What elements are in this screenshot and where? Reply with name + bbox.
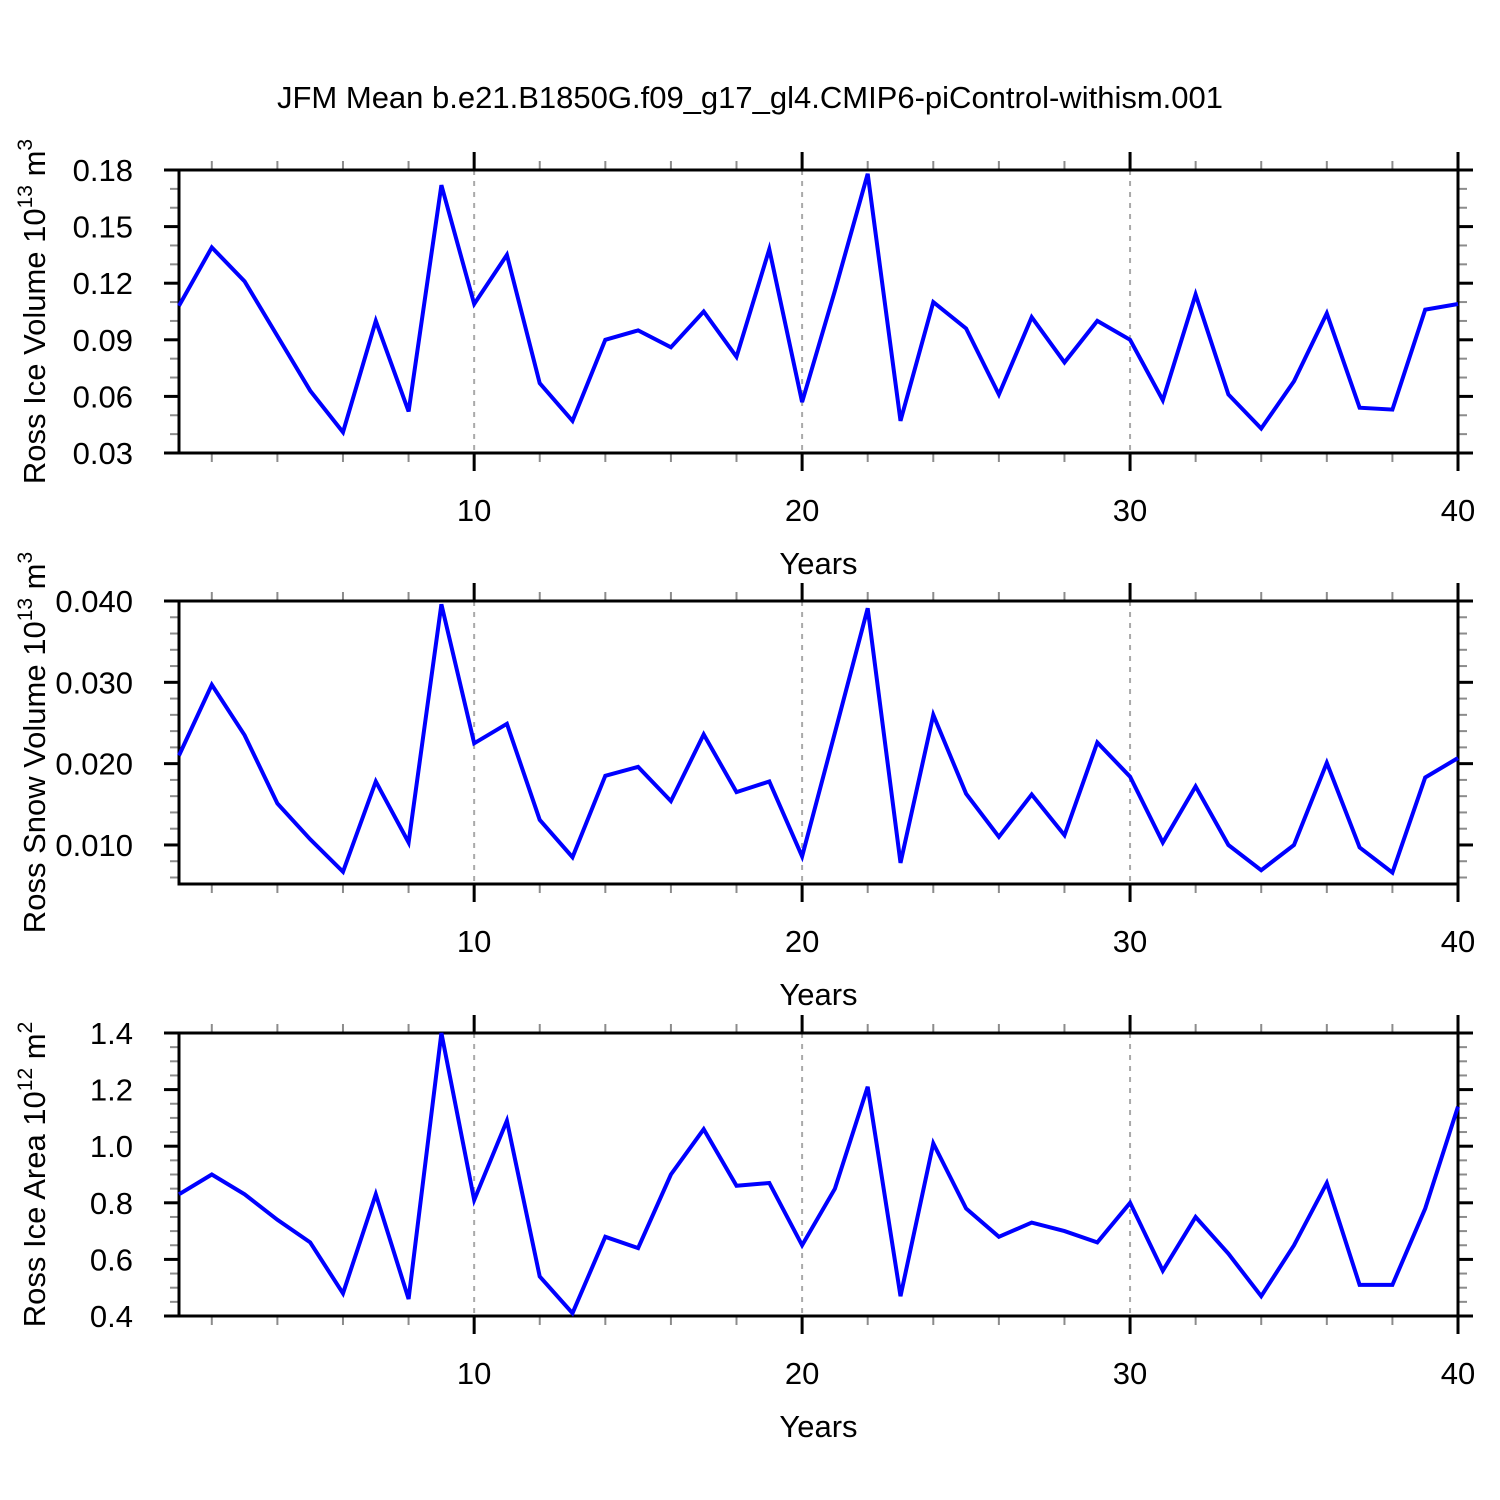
x-tick-label: 30 bbox=[1113, 924, 1147, 959]
chart-title: JFM Mean b.e21.B1850G.f09_g17_gl4.CMIP6-… bbox=[277, 80, 1223, 115]
x-ticks bbox=[210, 1015, 1460, 1334]
x-tick-label: 40 bbox=[1441, 493, 1475, 528]
x-axis-title: Years bbox=[779, 977, 857, 1012]
x-tick-label: 20 bbox=[785, 924, 819, 959]
x-axis-title: Years bbox=[779, 1409, 857, 1444]
y-tick-label: 0.09 bbox=[73, 323, 133, 358]
y-tick-label: 0.03 bbox=[73, 436, 133, 471]
x-ticks bbox=[210, 583, 1460, 902]
y-tick-label: 1.0 bbox=[90, 1129, 133, 1164]
x-axis-title: Years bbox=[779, 546, 857, 581]
y-tick-label: 0.010 bbox=[55, 828, 133, 863]
panel-frame bbox=[177, 168, 1460, 455]
x-tick-label: 40 bbox=[1441, 924, 1475, 959]
y-tick-label: 1.2 bbox=[90, 1073, 133, 1108]
y-tick-label: 0.8 bbox=[90, 1186, 133, 1221]
x-ticks bbox=[210, 152, 1460, 471]
y-tick-label: 1.4 bbox=[90, 1016, 133, 1051]
x-tick-label: 10 bbox=[457, 1356, 491, 1391]
y-ticks bbox=[164, 599, 1473, 879]
y-tick-label: 0.06 bbox=[73, 379, 133, 414]
panel-frame bbox=[177, 1031, 1460, 1318]
y-tick-label: 0.18 bbox=[73, 153, 133, 188]
y-axis-title: Ross Ice Area 1012 m2 bbox=[14, 1022, 52, 1328]
data-line-panel-2 bbox=[177, 603, 1460, 876]
y-ticks bbox=[164, 1031, 1473, 1318]
y-tick-label: 0.030 bbox=[55, 665, 133, 700]
x-tick-label: 10 bbox=[457, 493, 491, 528]
y-tick-label: 0.12 bbox=[73, 266, 133, 301]
y-tick-label: 0.4 bbox=[90, 1299, 133, 1334]
x-tick-label: 20 bbox=[785, 1356, 819, 1391]
x-tick-label: 30 bbox=[1113, 1356, 1147, 1391]
y-tick-label: 0.15 bbox=[73, 210, 133, 245]
x-tick-label: 10 bbox=[457, 924, 491, 959]
y-tick-label: 0.6 bbox=[90, 1242, 133, 1277]
y-ticks bbox=[164, 168, 1473, 455]
panel-frame bbox=[177, 599, 1460, 886]
panel-3: 10 20 30 40 0.4 0.6 0.8 1.0 1.2 1.4 Ross Ice Area … bbox=[14, 1015, 1475, 1444]
data-line-panel-1 bbox=[177, 173, 1459, 437]
data-line-panel-3 bbox=[177, 1032, 1460, 1317]
x-tick-label: 20 bbox=[785, 493, 819, 528]
y-tick-label: 0.040 bbox=[55, 584, 133, 619]
panel-1: 10 20 30 40 0.03 0.06 0.09 0.12 0.15 0.18 Ross Ice… bbox=[14, 139, 1475, 581]
x-tick-label: 30 bbox=[1113, 493, 1147, 528]
x-tick-label: 40 bbox=[1441, 1356, 1475, 1391]
y-tick-label: 0.020 bbox=[55, 747, 133, 782]
y-axis-title: Ross Ice Volume 1013 m3 bbox=[14, 139, 52, 484]
y-axis-title: Ross Snow Volume 1013 m3 bbox=[14, 552, 52, 933]
